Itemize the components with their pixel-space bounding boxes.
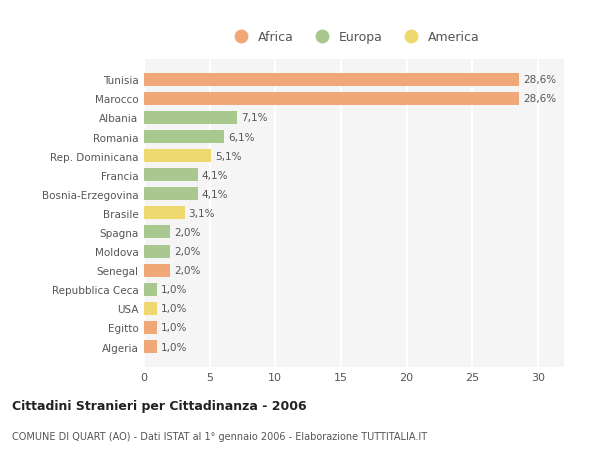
Bar (144, 283, 157, 296)
Bar (144, 207, 185, 220)
Text: 2,0%: 2,0% (174, 246, 200, 257)
Bar (144, 245, 170, 258)
Text: 28,6%: 28,6% (523, 75, 556, 85)
Text: Cittadini Stranieri per Cittadinanza - 2006: Cittadini Stranieri per Cittadinanza - 2… (12, 399, 307, 412)
Bar (144, 73, 520, 87)
Bar (144, 226, 170, 239)
Text: 5,1%: 5,1% (215, 151, 241, 161)
Bar (144, 169, 198, 182)
Bar (144, 131, 224, 144)
Bar (144, 340, 157, 353)
Bar (144, 321, 157, 334)
Text: COMUNE DI QUART (AO) - Dati ISTAT al 1° gennaio 2006 - Elaborazione TUTTITALIA.I: COMUNE DI QUART (AO) - Dati ISTAT al 1° … (12, 431, 427, 442)
Legend: Africa, Europa, America: Africa, Europa, America (223, 26, 485, 49)
Bar (144, 112, 237, 125)
Bar (144, 302, 157, 315)
Text: 1,0%: 1,0% (161, 304, 187, 313)
Text: 4,1%: 4,1% (202, 190, 228, 199)
Text: 2,0%: 2,0% (174, 266, 200, 275)
Bar (144, 188, 198, 201)
Text: 1,0%: 1,0% (161, 285, 187, 295)
Text: 1,0%: 1,0% (161, 342, 187, 352)
Bar (144, 93, 520, 106)
Text: 1,0%: 1,0% (161, 323, 187, 333)
Text: 3,1%: 3,1% (188, 208, 215, 218)
Text: 4,1%: 4,1% (202, 170, 228, 180)
Bar (144, 264, 170, 277)
Bar (144, 150, 211, 163)
Text: 28,6%: 28,6% (523, 94, 556, 104)
Text: 2,0%: 2,0% (174, 228, 200, 237)
Text: 6,1%: 6,1% (228, 132, 254, 142)
Text: 7,1%: 7,1% (241, 113, 268, 123)
